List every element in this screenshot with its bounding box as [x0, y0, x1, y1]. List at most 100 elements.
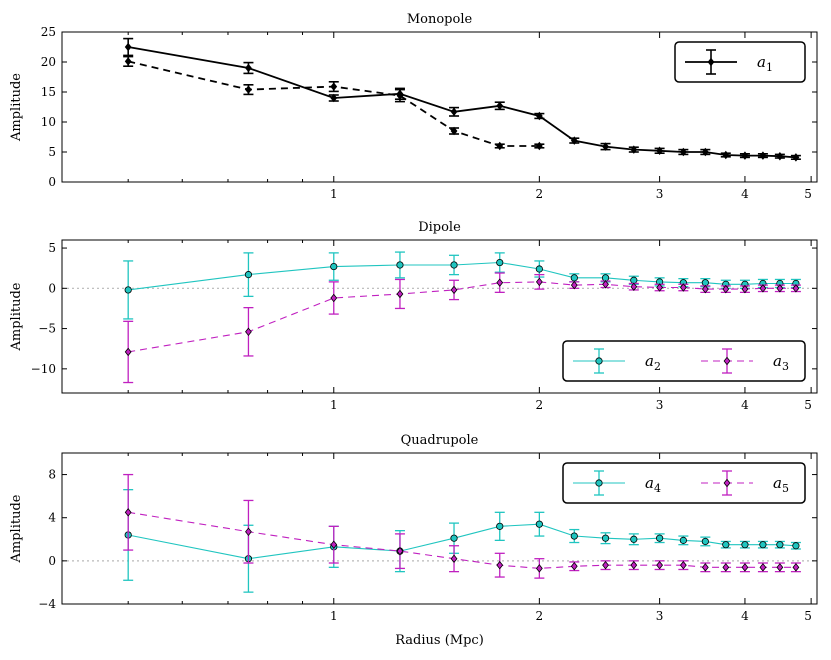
data-point [450, 261, 458, 269]
data-point [570, 532, 578, 540]
data-point [570, 274, 578, 282]
data-point [776, 151, 784, 161]
data-point [245, 527, 252, 536]
data-point [124, 347, 132, 357]
y-tick-label: −5 [38, 322, 56, 336]
dipole-ylabel: Amplitude [9, 282, 24, 351]
data-point [450, 285, 458, 295]
y-tick-label: 15 [41, 85, 56, 99]
dipole-legend: a2 a3 [562, 340, 806, 382]
legend-label-base: a [773, 352, 782, 370]
legend-label: a4 [645, 474, 661, 495]
data-point [679, 147, 687, 157]
legend-label-subscript: 2 [654, 360, 661, 373]
x-tick-label: 4 [741, 187, 749, 201]
data-point [679, 283, 687, 292]
data-point [602, 142, 609, 151]
data-point [701, 563, 709, 572]
quadrupole-title: Quadrupole [401, 433, 479, 448]
data-point [396, 91, 404, 100]
x-tick-label: 1 [330, 398, 338, 412]
data-point [722, 563, 730, 572]
data-point [535, 111, 543, 121]
legend-label-base: a [645, 352, 654, 370]
data-point [792, 284, 800, 293]
data-point [496, 278, 504, 287]
series-line [127, 60, 540, 147]
data-point [330, 262, 338, 271]
legend-label: a3 [773, 352, 789, 373]
data-point [535, 564, 543, 573]
y-tick-label: 10 [41, 115, 56, 129]
legend-label-base: a [645, 474, 654, 492]
data-point [792, 153, 800, 162]
data-point [496, 101, 504, 111]
data-point [630, 145, 638, 154]
legend-box [562, 462, 806, 504]
series-line [128, 261, 796, 291]
x-tick-label: 2 [536, 187, 544, 201]
data-point [656, 283, 664, 292]
data-point [656, 560, 664, 570]
x-tick-label: 2 [536, 398, 544, 412]
data-point [630, 282, 638, 291]
dipole-frame [61, 239, 818, 394]
dipole-title: Dipole [418, 220, 461, 235]
data-point [656, 534, 664, 542]
data-point [630, 535, 638, 543]
x-tick-label: 3 [656, 398, 664, 412]
data-point [759, 284, 767, 293]
data-point [630, 560, 638, 570]
data-point [759, 151, 767, 160]
data-point [245, 327, 252, 337]
data-point [701, 284, 709, 294]
data-point [776, 563, 784, 572]
quadrupole-ylabel: Amplitude [9, 494, 24, 563]
data-point [124, 508, 132, 517]
monopole-frame [61, 31, 818, 183]
x-tick-label: 2 [536, 609, 544, 623]
data-point [496, 560, 504, 570]
legend-label: a5 [773, 474, 789, 495]
x-tick-label: 4 [741, 398, 749, 412]
legend-label-base: a [773, 474, 782, 492]
legend-box [674, 41, 806, 83]
data-point [656, 146, 664, 156]
data-point [701, 147, 709, 157]
data-point [776, 541, 784, 549]
data-point [741, 151, 749, 160]
data-point [396, 546, 404, 556]
data-point [535, 520, 543, 528]
dipole-series-1 [123, 272, 801, 384]
monopole-title: Monopole [407, 12, 473, 27]
legend-label-subscript: 3 [782, 360, 789, 373]
x-tick-label: 3 [656, 187, 664, 201]
y-tick-label: −10 [31, 362, 56, 376]
data-point [602, 560, 609, 570]
data-point [679, 560, 687, 570]
data-point [679, 536, 687, 544]
data-point [535, 277, 543, 287]
data-point [330, 82, 338, 91]
monopole-series-1 [123, 55, 545, 151]
y-tick-label: −4 [38, 597, 56, 611]
quadrupole-series-0 [123, 489, 801, 593]
x-axis-label: Radius (Mpc) [395, 633, 484, 648]
data-point [496, 258, 504, 267]
data-point [496, 522, 504, 530]
data-point [602, 280, 609, 289]
legend-marker [595, 479, 603, 487]
data-point [570, 280, 578, 290]
data-point [396, 261, 404, 269]
x-tick-label: 1 [330, 609, 338, 623]
y-tick-label: 4 [48, 511, 56, 525]
data-point [741, 284, 749, 294]
y-tick-label: 0 [48, 175, 56, 189]
legend-marker [723, 356, 731, 366]
data-point [124, 57, 132, 66]
data-point [245, 63, 252, 73]
x-tick-label: 5 [804, 187, 812, 201]
data-point [759, 563, 767, 572]
monopole-ylabel: Amplitude [9, 73, 24, 142]
